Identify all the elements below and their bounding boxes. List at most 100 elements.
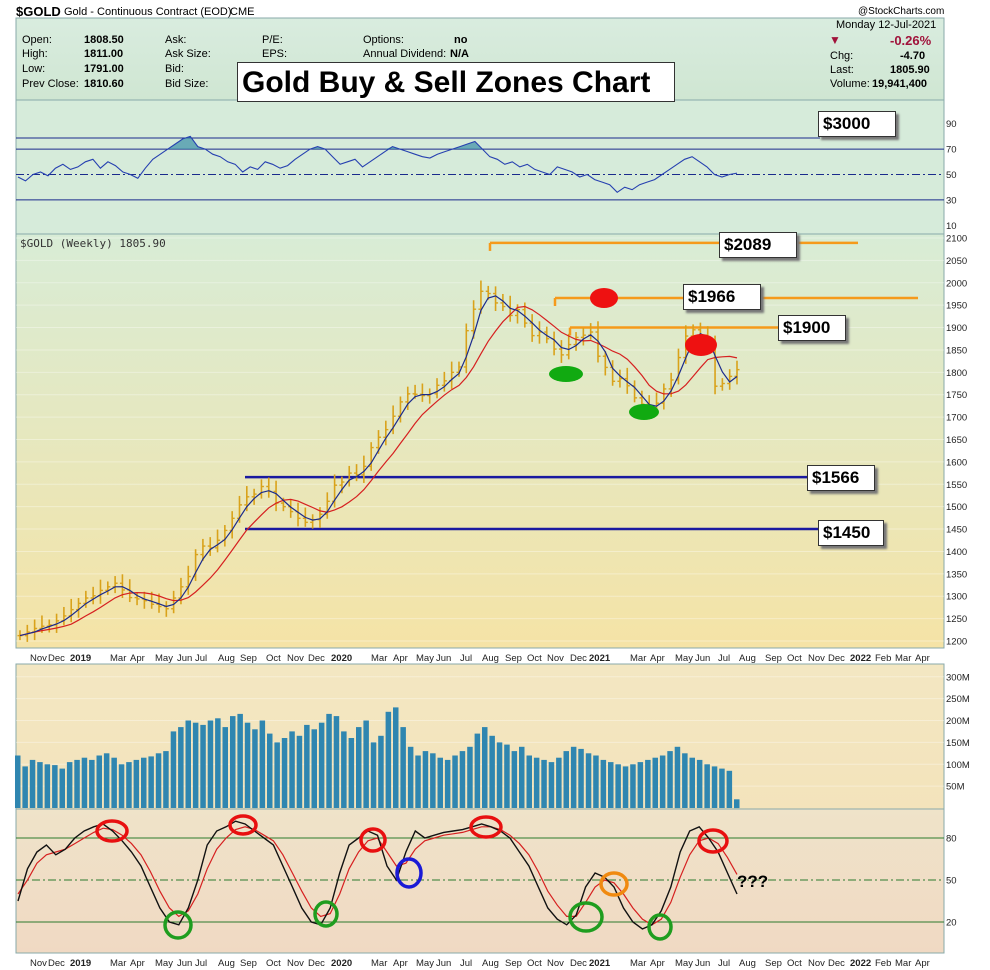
x-axis-label: Apr — [915, 958, 930, 969]
x-axis-label: Apr — [393, 958, 408, 969]
volume-bar — [593, 755, 599, 808]
x-axis-label: Apr — [130, 653, 145, 664]
callout-2089: $2089 — [719, 232, 797, 258]
price-panel — [15, 233, 945, 649]
x-axis-label: Jun — [695, 653, 710, 664]
volume-bar — [444, 759, 451, 808]
volume-bar — [467, 746, 473, 809]
x-axis-label: Nov — [30, 958, 47, 969]
x-axis-label: Nov — [808, 653, 825, 664]
x-axis-label: 2020 — [331, 958, 352, 969]
volume-bar — [289, 731, 295, 808]
x-axis-label: Apr — [650, 958, 665, 969]
rsi-tick: 50 — [946, 170, 957, 181]
x-axis-label: Dec — [570, 958, 587, 969]
price-tick: 1250 — [946, 614, 967, 625]
options-label: Options: — [363, 34, 404, 46]
stoch-zone-ring — [697, 828, 729, 854]
x-axis-label: Aug — [218, 958, 235, 969]
x-axis-label: Sep — [240, 958, 257, 969]
volume-bar — [66, 762, 73, 808]
price-tick: 1350 — [946, 569, 967, 580]
stoch-zone-ring — [228, 814, 258, 836]
moving-average-fast — [19, 295, 738, 637]
volume-bar — [59, 768, 65, 808]
volume-bar — [645, 759, 651, 808]
stoch-zone-ring — [469, 815, 503, 839]
price-tick: 2100 — [946, 234, 967, 245]
dividend-value: N/A — [450, 48, 469, 60]
volume-bar — [311, 729, 317, 809]
x-axis-label: 2020 — [331, 653, 352, 664]
volume-bar — [474, 733, 481, 808]
volume-bar — [304, 724, 310, 808]
x-axis-label: Aug — [739, 958, 756, 969]
volume-bar — [482, 727, 488, 808]
date: Monday 12-Jul-2021 — [836, 19, 937, 31]
volume-bar — [222, 727, 228, 808]
x-axis-label: Dec — [308, 653, 325, 664]
volume-bar — [726, 770, 733, 808]
volume-tick: 200M — [946, 716, 970, 727]
x-axis-label: Nov — [808, 958, 825, 969]
volume-bar — [230, 716, 236, 808]
x-axis-label: Oct — [266, 653, 281, 664]
price-tick: 1500 — [946, 502, 967, 513]
high-label: High: — [22, 48, 48, 60]
price-tick: 1400 — [946, 547, 967, 558]
volume-bar — [570, 746, 577, 809]
volume-bar — [585, 753, 592, 808]
volume-bar — [133, 759, 140, 808]
x-axis-label: May — [155, 653, 173, 664]
low-value: 1791.00 — [84, 63, 124, 75]
x-axis-label: Jul — [195, 958, 207, 969]
high-value: 1811.00 — [84, 48, 124, 60]
x-axis-label: Aug — [218, 653, 235, 664]
volume-bar — [215, 718, 221, 808]
volume-bar — [378, 735, 384, 808]
x-axis-label: Mar — [371, 653, 387, 664]
price-legend: $GOLD (Weekly) 1805.90 — [20, 237, 166, 250]
volume-bar — [415, 755, 421, 808]
volume-bar — [207, 720, 214, 808]
rsi-tick: 70 — [946, 145, 957, 156]
volume-bar — [244, 722, 251, 808]
stoch-zone-ring — [568, 901, 604, 933]
volume-bar — [96, 755, 102, 808]
zone-markers — [95, 288, 729, 941]
x-axis-label: Mar — [110, 958, 126, 969]
x-axis-label: Oct — [787, 958, 802, 969]
volume-bars — [15, 707, 740, 809]
x-axis-label: Apr — [130, 958, 145, 969]
volume-bar — [719, 768, 725, 808]
x-axis-label: Nov — [287, 653, 304, 664]
volume-bar — [237, 713, 243, 808]
volume-bar — [667, 751, 673, 808]
ask-label: Ask: — [165, 34, 187, 46]
volume-bar — [103, 753, 110, 808]
volume-tick: 150M — [946, 738, 970, 749]
volume-bar — [281, 738, 288, 808]
volume-bar — [615, 764, 621, 809]
dividend-label: Annual Dividend: — [363, 48, 447, 60]
volume-bar — [148, 756, 154, 808]
volume-bar — [170, 731, 177, 808]
stoch-zone-ring — [359, 827, 387, 853]
price-tick: 1300 — [946, 592, 967, 603]
x-axis-label: Jun — [177, 653, 192, 664]
callout-1450: $1450 — [818, 520, 884, 546]
volume-bar — [548, 762, 555, 808]
rsi-tick: 90 — [946, 119, 957, 130]
volume-bar — [519, 746, 525, 809]
stoch-tick: 80 — [946, 834, 957, 845]
percent-change: -0.26% — [890, 33, 932, 48]
low-label: Low: — [22, 63, 46, 75]
x-axis-label: Apr — [393, 653, 408, 664]
price-tick: 2000 — [946, 278, 967, 289]
x-axis-label: Apr — [650, 653, 665, 664]
x-axis-label: Jul — [718, 958, 730, 969]
open-label: Open: — [22, 34, 52, 46]
volume-bar — [452, 755, 458, 808]
x-axis-label: 2021 — [589, 653, 611, 664]
rsi-line — [17, 135, 738, 194]
